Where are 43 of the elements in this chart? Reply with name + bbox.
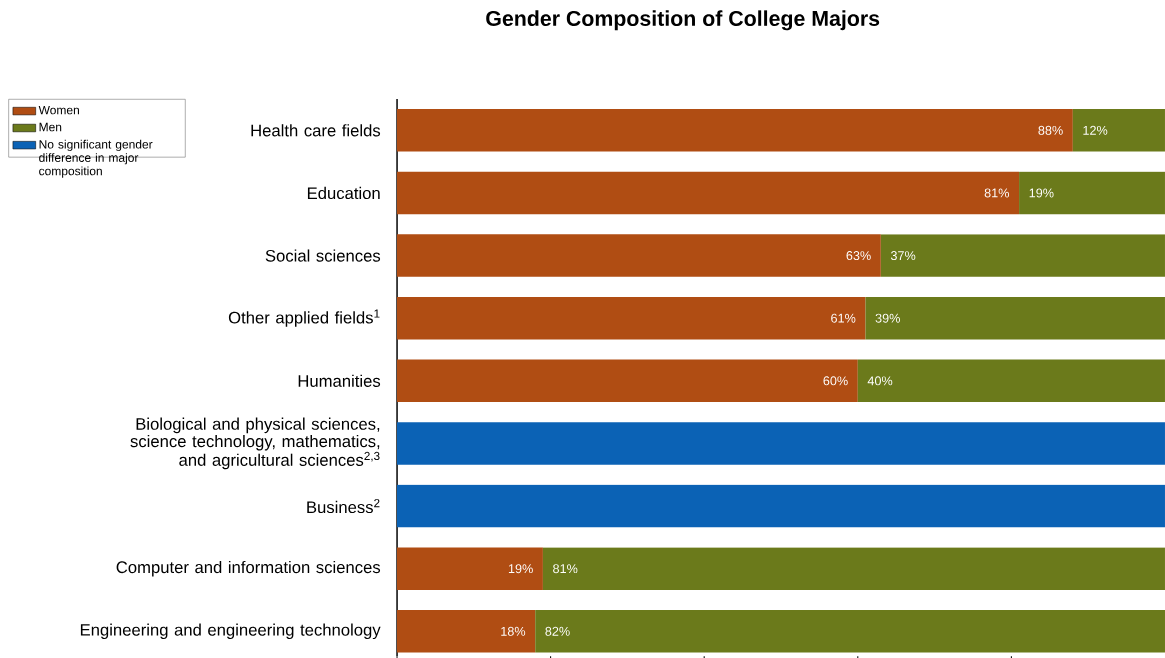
bar xyxy=(396,609,536,653)
bar xyxy=(396,296,866,340)
y-tick-label: Other applied fields$^{1}$ xyxy=(228,309,380,327)
bar xyxy=(857,359,1165,402)
data-label: 37% xyxy=(890,250,916,260)
bar xyxy=(396,108,1073,152)
data-label: 12% xyxy=(1083,125,1108,135)
y-tick-label: Health care fields xyxy=(251,124,381,137)
bar xyxy=(1019,171,1165,215)
y-tick-label: Education xyxy=(307,186,380,199)
y-tick-label: Computer and information sciences xyxy=(116,560,381,577)
data-label: 19% xyxy=(508,564,533,573)
legend-label: No significant gender difference in major composition xyxy=(39,139,153,178)
y-tick-label: Biological and physical sciences, science technology, mathematics, and agricultural sciences$^{2,3}$ xyxy=(130,417,380,470)
bar xyxy=(865,296,1165,340)
data-label: 39% xyxy=(875,313,900,323)
bar xyxy=(396,484,1165,528)
data-label: 19% xyxy=(1029,188,1054,198)
data-label: 60% xyxy=(823,376,848,386)
bar xyxy=(1072,108,1165,152)
data-label: 40% xyxy=(867,376,893,386)
data-label: 61% xyxy=(831,313,856,323)
bar xyxy=(396,171,1020,215)
bar xyxy=(396,421,1165,465)
bar xyxy=(880,234,1165,277)
bar xyxy=(535,609,1165,653)
bar xyxy=(396,547,543,590)
legend-label: Men xyxy=(39,122,62,132)
data-label: 81% xyxy=(553,564,578,573)
data-label: 18% xyxy=(501,626,526,636)
legend-label: Women xyxy=(38,105,79,115)
y-tick-label: Humanities xyxy=(298,374,381,387)
bar xyxy=(542,547,1165,590)
y-tick-label: Business$^{2}$ xyxy=(307,498,380,513)
data-label: 81% xyxy=(984,188,1010,198)
y-tick-label: Engineering and engineering technology xyxy=(80,623,381,639)
data-label: 88% xyxy=(1038,125,1063,135)
bar xyxy=(396,359,858,402)
data-label: 82% xyxy=(545,626,570,636)
data-label: 63% xyxy=(846,250,871,260)
y-tick-label: Social sciences xyxy=(265,249,381,262)
chart-title: Gender Composition of College Majors xyxy=(486,10,880,31)
bar xyxy=(396,234,881,277)
